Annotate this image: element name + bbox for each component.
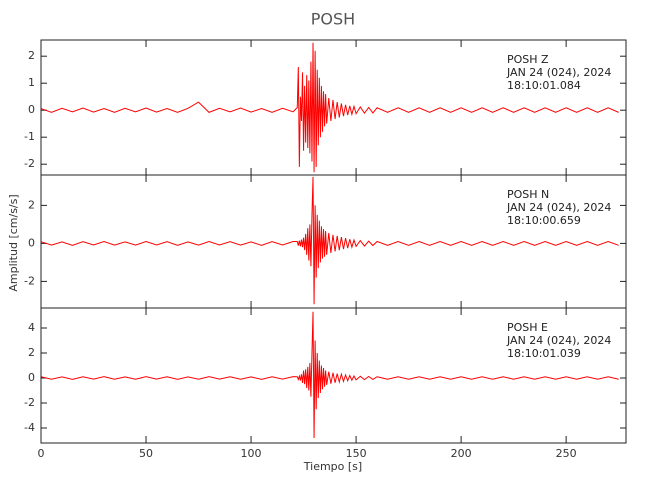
annotation: JAN 24 (024), 2024 bbox=[506, 66, 611, 79]
y-tick-label: -2 bbox=[24, 396, 35, 409]
annotation: JAN 24 (024), 2024 bbox=[506, 201, 611, 214]
y-tick-label: -1 bbox=[24, 130, 35, 143]
y-tick-label: 2 bbox=[28, 198, 35, 211]
chart-title: POSH bbox=[311, 10, 355, 29]
annotation: POSH E bbox=[507, 321, 548, 334]
x-tick-label: 50 bbox=[139, 447, 153, 460]
y-tick-label: 2 bbox=[28, 346, 35, 359]
x-tick-label: 100 bbox=[241, 447, 262, 460]
x-tick-label: 200 bbox=[451, 447, 472, 460]
y-tick-label: 0 bbox=[28, 371, 35, 384]
y-tick-label: 0 bbox=[28, 103, 35, 116]
annotation: POSH Z bbox=[507, 53, 549, 66]
annotation: 18:10:01.039 bbox=[507, 347, 581, 360]
annotation: 18:10:00.659 bbox=[507, 214, 581, 227]
waveform bbox=[40, 176, 619, 305]
panel-frame bbox=[40, 307, 627, 444]
x-tick-label: 150 bbox=[346, 447, 367, 460]
y-tick-label: -4 bbox=[24, 421, 35, 434]
waveform bbox=[40, 311, 619, 439]
annotation: JAN 24 (024), 2024 bbox=[506, 334, 611, 347]
x-tick-label: 0 bbox=[38, 447, 45, 460]
y-tick-label: -2 bbox=[24, 157, 35, 170]
x-tick-label: 250 bbox=[556, 447, 577, 460]
y-tick-label: 0 bbox=[28, 236, 35, 249]
waveform bbox=[40, 42, 619, 173]
y-axis-label: Amplitud [cm/s/s] bbox=[7, 194, 20, 291]
annotation: 18:10:01.084 bbox=[507, 79, 581, 92]
y-tick-label: -2 bbox=[24, 274, 35, 287]
y-tick-label: 4 bbox=[28, 321, 35, 334]
y-tick-label: 1 bbox=[28, 76, 35, 89]
x-axis-label: Tiempo [s] bbox=[303, 460, 362, 473]
y-tick-label: 2 bbox=[28, 49, 35, 62]
annotation: POSH N bbox=[507, 188, 549, 201]
